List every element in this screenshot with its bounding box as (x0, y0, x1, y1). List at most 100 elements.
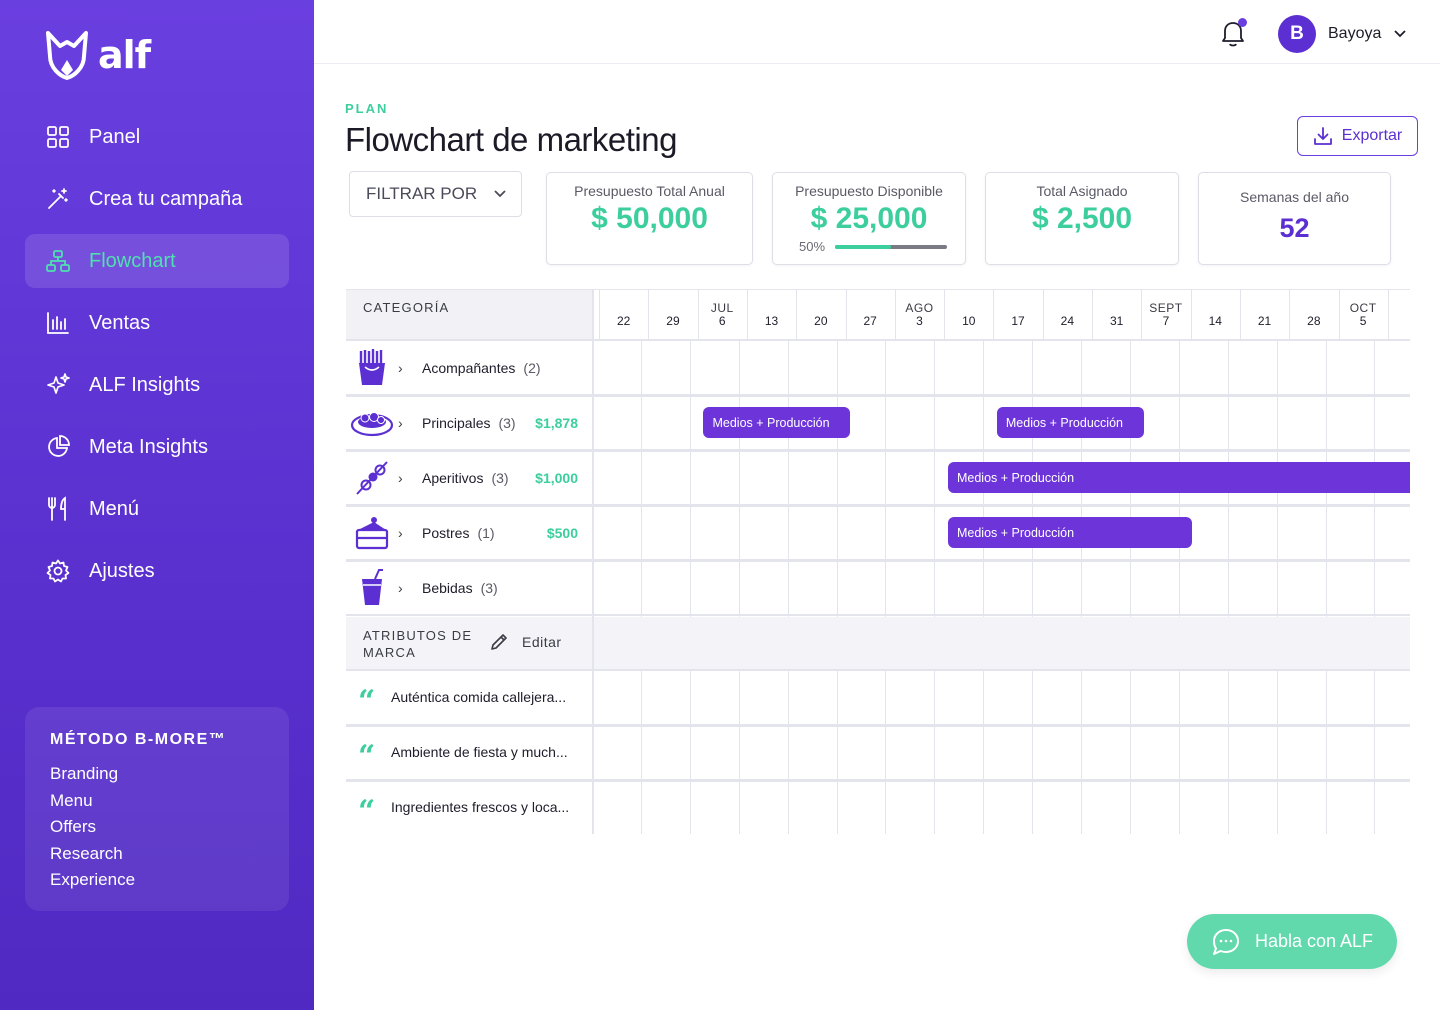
category-count: (2) (523, 359, 541, 376)
sidebar-item-panel[interactable]: Panel (25, 110, 289, 164)
schedule-bar[interactable]: Medios + Producción (947, 462, 1410, 493)
category-amount: $1,878 (535, 414, 578, 431)
pie-chart-icon (45, 434, 71, 460)
magic-wand-icon (45, 186, 71, 212)
sidebar-item-menu[interactable]: Menú (25, 482, 289, 536)
sidebar-item-ventas[interactable]: Ventas (25, 296, 289, 350)
method-item-experience[interactable]: Experience (50, 870, 136, 889)
week-column-header: JUL 6 (698, 289, 747, 339)
grid-line (1276, 669, 1278, 834)
chevron-right-icon[interactable]: › (398, 359, 403, 376)
week-day: 7 (1162, 314, 1170, 328)
card-annual-budget: Presupuesto Total Anual $ 50,000 (546, 172, 753, 265)
category-name: Aperitivos (422, 469, 484, 486)
grid-line (689, 669, 691, 834)
card-label: Total Asignado (1036, 183, 1128, 199)
week-column-header: 17 (993, 289, 1042, 339)
week-day: 31 (1109, 314, 1124, 328)
brand-attribute-row[interactable]: “ Ingredientes frescos y loca... (346, 779, 592, 834)
chevron-right-icon[interactable]: › (398, 414, 403, 431)
brand-attribute-row[interactable]: “ Ambiente de fiesta y much... (346, 724, 592, 779)
grid-line (746, 289, 748, 339)
grid-line (346, 669, 1410, 671)
week-column-header: 14 (1191, 289, 1240, 339)
category-row-aperitivos[interactable]: › Aperitivos (3) $1,000 (346, 450, 592, 505)
grid-line (599, 289, 600, 339)
method-item-research[interactable]: Research (50, 843, 123, 863)
chevron-right-icon[interactable]: › (398, 469, 403, 486)
quote-icon: “ (358, 738, 376, 774)
week-day: 3 (916, 314, 923, 328)
bell-icon (1222, 22, 1244, 47)
brand-attribute-text: Ingredientes frescos y loca... (391, 798, 570, 815)
grid-line (1289, 289, 1291, 339)
brand-attribute-text: Auténtica comida callejera... (391, 688, 567, 705)
category-row-principales[interactable]: › Principales (3) $1,878 (346, 395, 592, 450)
chevron-right-icon[interactable]: › (398, 579, 403, 596)
category-name: Principales (422, 414, 491, 431)
grid-line (1227, 669, 1229, 834)
grid-line (787, 669, 789, 834)
sidebar-item-meta-insights[interactable]: Meta Insights (25, 420, 289, 474)
card-value: $ 50,000 (591, 202, 708, 235)
grid-line (1338, 289, 1340, 339)
logo[interactable]: alf (44, 30, 151, 80)
schedule-bar[interactable]: Medios + Producción (947, 517, 1193, 548)
grid-line (1239, 289, 1241, 339)
brand-attribute-row[interactable]: “ Auténtica comida callejera... (346, 669, 592, 724)
method-item-branding[interactable]: Branding (50, 764, 119, 783)
grid-line (1325, 669, 1327, 834)
card-weeks-of-year: Semanas del año 52 (1198, 172, 1391, 265)
sidebar-nav: Panel Crea tu campaña Flowchart Ventas A… (25, 110, 289, 606)
week-day: 1 (1388, 314, 1410, 328)
schedule-bar[interactable]: Medios + Producción (703, 407, 851, 438)
week-column-header: 21 (1240, 289, 1289, 339)
notification-dot (1238, 18, 1247, 27)
plate-icon (346, 409, 398, 437)
sidebar-item-ajustes[interactable]: Ajustes (25, 544, 289, 598)
export-button[interactable]: Exportar (1297, 116, 1418, 156)
grid-line (648, 289, 650, 339)
category-name: Postres (422, 524, 470, 541)
grid-line (944, 289, 946, 339)
edit-brand-button[interactable]: Editar (490, 633, 562, 651)
method-item-offers[interactable]: Offers (50, 817, 96, 836)
user-menu[interactable]: B Bayoya (1278, 15, 1407, 53)
category-row-bebidas[interactable]: › Bebidas (3) (346, 560, 592, 615)
category-row-postres[interactable]: › Postres (1) $500 (346, 505, 592, 560)
week-day: 21 (1257, 314, 1272, 328)
filter-dropdown[interactable]: FILTRAR POR (349, 171, 522, 217)
grid-line (346, 724, 1410, 727)
method-item-menu[interactable]: Menu (50, 790, 93, 810)
grid-line (1042, 289, 1044, 339)
week-day: 14 (1208, 314, 1222, 328)
grid-line (346, 394, 1410, 397)
category-row-acompanantes[interactable]: › Acompañantes (2) (346, 340, 592, 395)
category-count: (3) (480, 579, 498, 596)
brand-section-bg (346, 617, 1410, 669)
grid-line (738, 339, 740, 617)
notifications-button[interactable] (1219, 18, 1247, 48)
sidebar-item-crea-campana[interactable]: Crea tu campaña (25, 172, 289, 226)
sidebar-item-label: ALF Insights (89, 373, 201, 396)
user-name: Bayoya (1328, 25, 1382, 42)
grid-line (836, 669, 838, 834)
sidebar-item-flowchart[interactable]: Flowchart (25, 234, 289, 288)
grid-line (1032, 669, 1034, 834)
category-count: (1) (477, 524, 495, 541)
cake-icon (346, 516, 398, 550)
week-month: JUL (710, 301, 734, 315)
export-label: Exportar (1341, 127, 1403, 144)
card-available-budget: Presupuesto Disponible $ 25,000 50% (772, 172, 966, 265)
page-title: Flowchart de marketing (345, 121, 677, 158)
week-day: 28 (1307, 314, 1321, 328)
category-header-bg (346, 289, 592, 339)
card-total-assigned: Total Asignado $ 2,500 (985, 172, 1179, 265)
chevron-right-icon[interactable]: › (398, 524, 403, 541)
grid-line (934, 669, 936, 834)
week-day: 27 (863, 314, 877, 328)
sidebar-item-alf-insights[interactable]: ALF Insights (25, 358, 289, 412)
week-column-header: 1 (1388, 289, 1410, 339)
chat-button[interactable]: Habla con ALF (1187, 914, 1397, 969)
schedule-bar[interactable]: Medios + Producción (996, 407, 1144, 438)
